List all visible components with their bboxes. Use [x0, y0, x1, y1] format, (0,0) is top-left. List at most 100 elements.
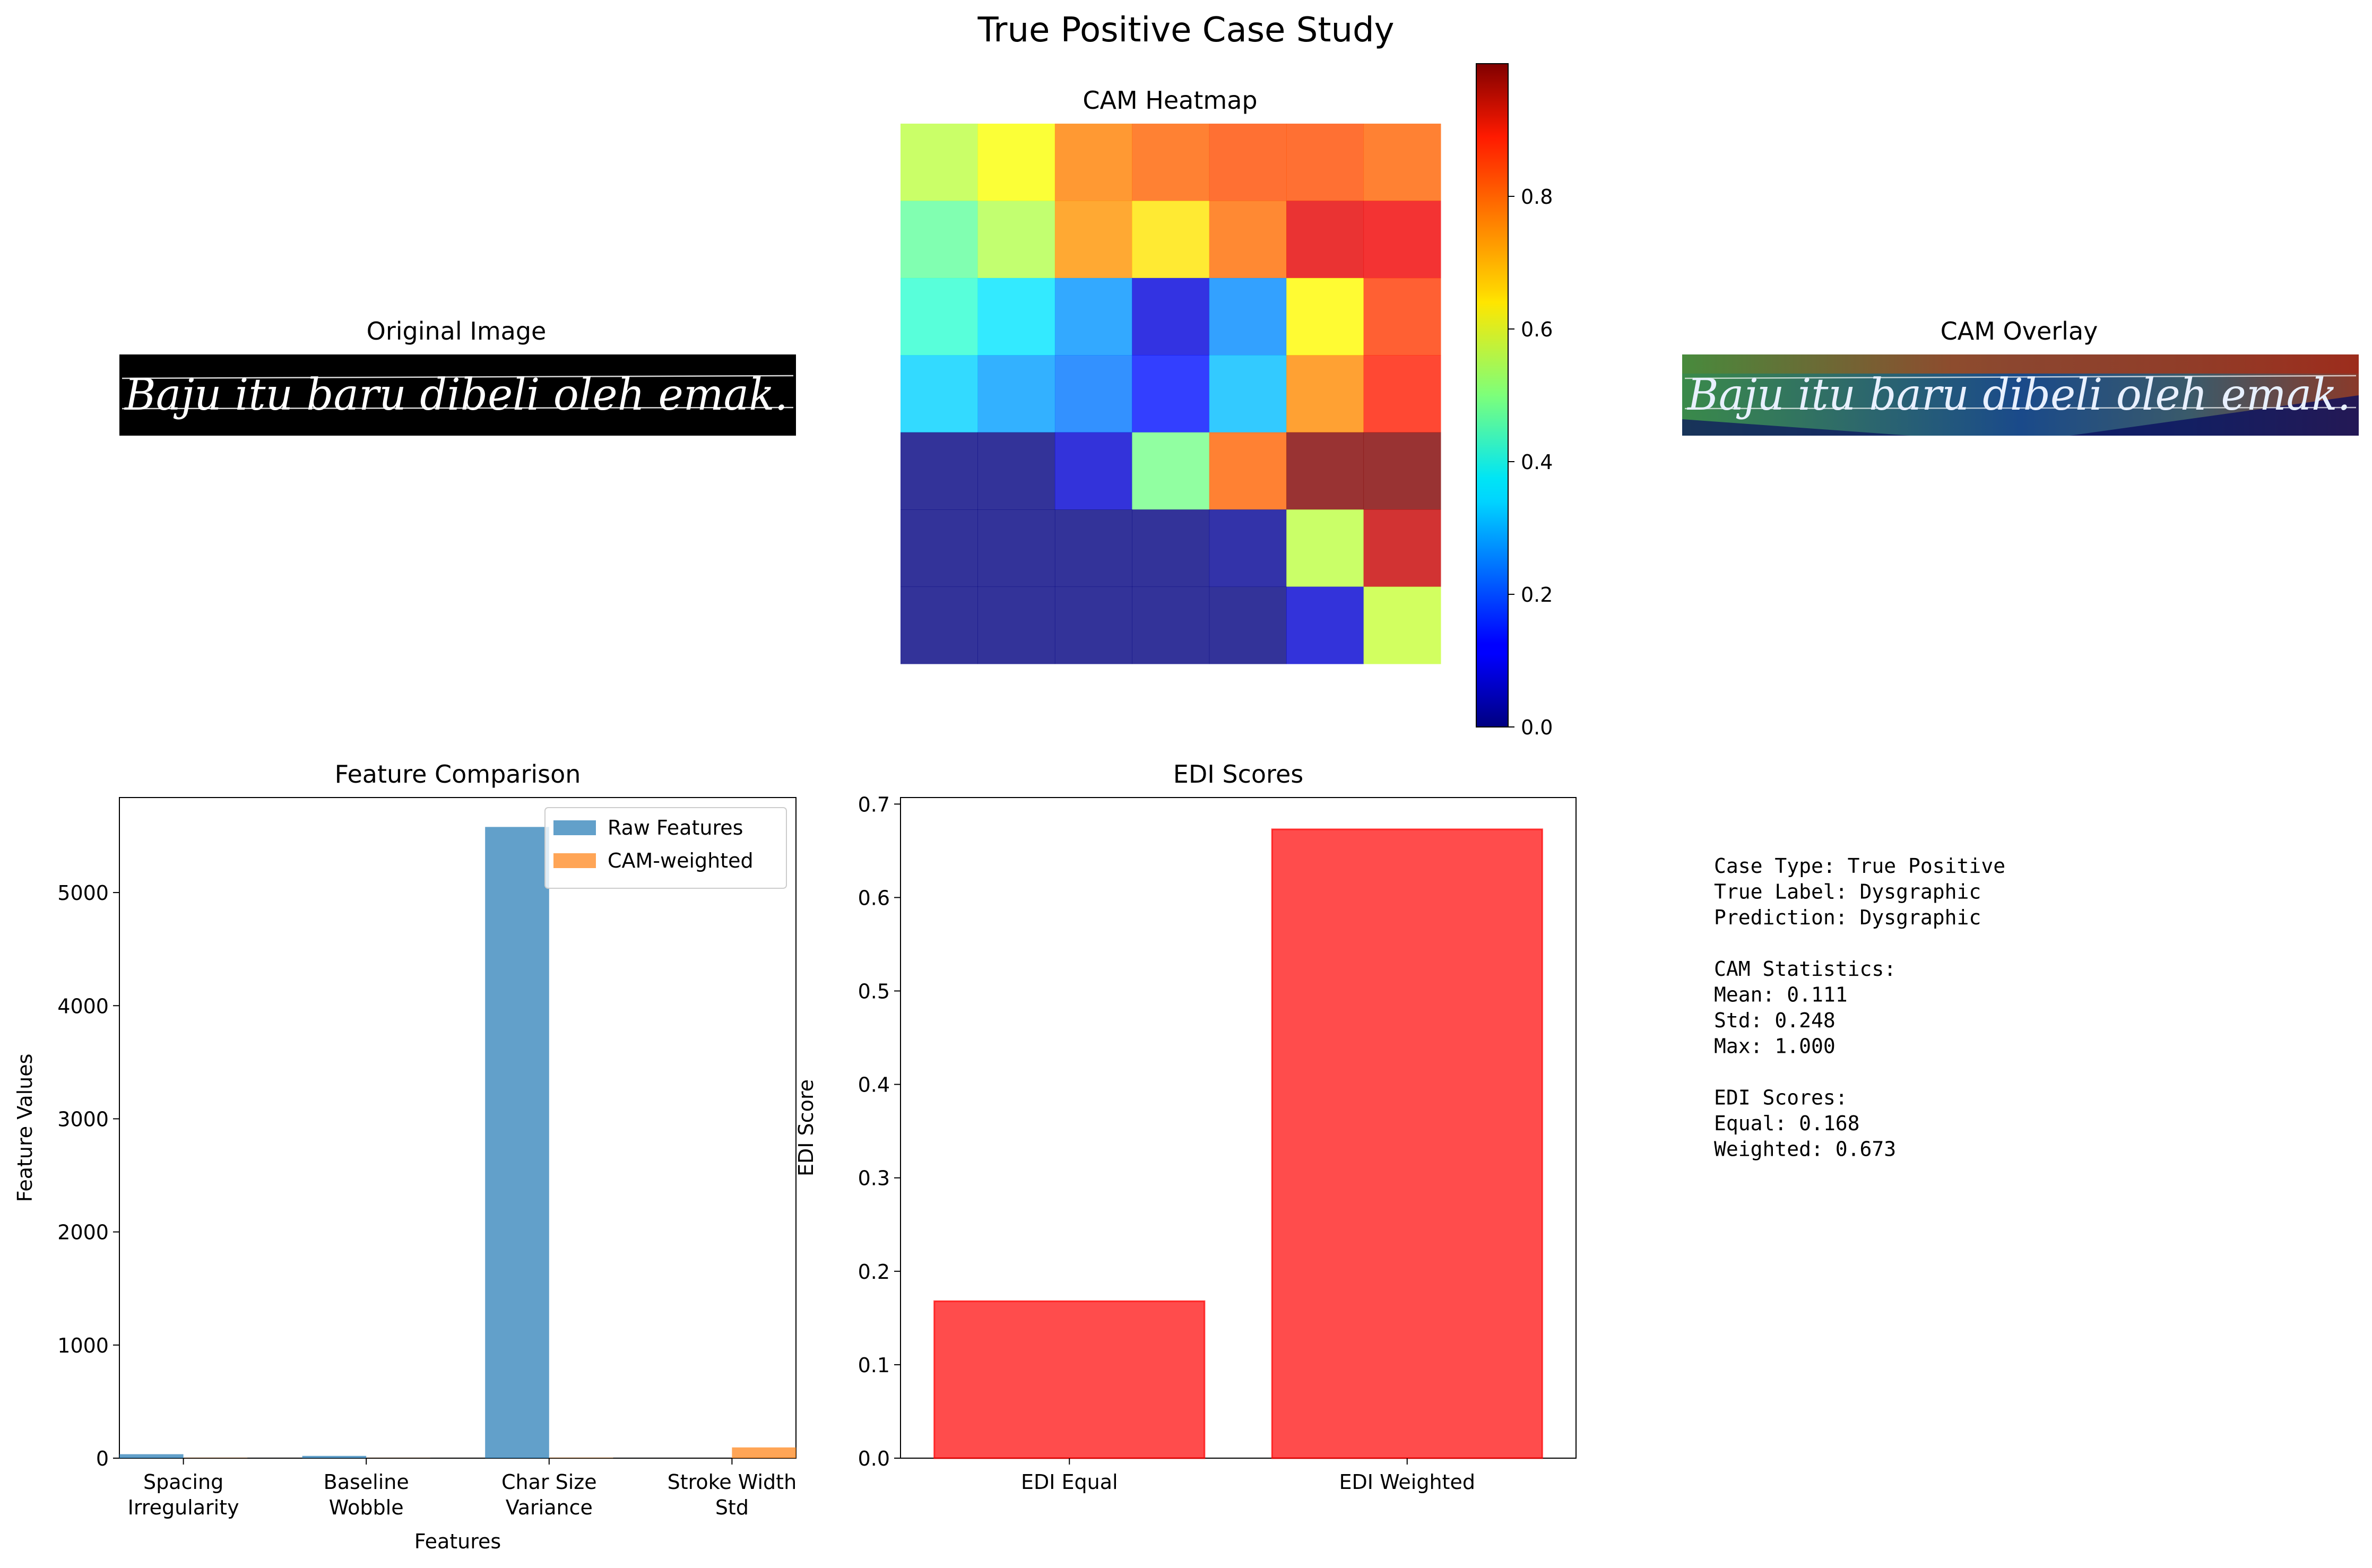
- x-tick-label: Spacing: [143, 1470, 223, 1494]
- heatmap-cell: [1363, 278, 1441, 356]
- summary-line: Mean: 0.111: [1714, 983, 1848, 1007]
- heatmap-cell: [1054, 124, 1132, 201]
- heatmap: [901, 124, 1441, 664]
- heatmap-cell: [1363, 201, 1441, 279]
- y-tick-label: 0.4: [858, 1073, 890, 1097]
- heatmap-cell: [1132, 201, 1210, 279]
- y-tick-label: 0.1: [858, 1354, 890, 1377]
- edi-bar: [933, 1300, 1206, 1459]
- x-tick-label: Baseline: [324, 1470, 409, 1494]
- heatmap-cell: [977, 355, 1055, 433]
- legend-box: [544, 807, 787, 889]
- original-image-title: Original Image: [367, 317, 547, 345]
- heatmap-cell: [1286, 201, 1364, 279]
- y-tick-label: 0.0: [858, 1447, 890, 1470]
- heatmap-cell: [1363, 355, 1441, 433]
- y-tick-label: 1000: [57, 1334, 109, 1357]
- heatmap-cell: [1054, 278, 1132, 356]
- colorbar-tick-label: 0.6: [1521, 318, 1553, 341]
- summary-line: EDI Scores:: [1714, 1086, 1848, 1110]
- heatmap-cell: [1054, 201, 1132, 279]
- feature-comparison-chart: 0 1000 2000 3000 4000 5000 Feature Comparison F…: [13, 760, 797, 1553]
- y-axis-label: EDI Score: [794, 1079, 818, 1176]
- x-axis-label: Features: [414, 1530, 501, 1553]
- legend-swatch: [553, 853, 596, 868]
- bar-cam-weighted: [732, 1447, 796, 1458]
- summary-line: True Label: Dysgraphic: [1714, 880, 1981, 904]
- x-tick-label: Wobble: [329, 1496, 404, 1519]
- x-tick-label: Stroke Width: [668, 1470, 797, 1494]
- heatmap-cell: [901, 201, 978, 279]
- legend-label: Raw Features: [608, 816, 743, 839]
- summary-line: Case Type: True Positive: [1714, 854, 2005, 878]
- heatmap-cell: [901, 278, 978, 356]
- heatmap-cell: [1363, 432, 1441, 510]
- y-tick-label: 0: [96, 1447, 109, 1470]
- heatmap-cell: [901, 355, 978, 433]
- colorbar-tick-label: 0.8: [1521, 185, 1553, 209]
- heatmap-cell: [1286, 124, 1364, 201]
- heatmap-cell: [901, 432, 978, 510]
- heatmap-cell: [1132, 278, 1210, 356]
- x-tick-label: EDI Equal: [1021, 1470, 1118, 1494]
- heatmap-cell: [1286, 586, 1364, 664]
- heatmap-cell: [977, 432, 1055, 510]
- summary-line: Equal: 0.168: [1714, 1112, 1860, 1135]
- heatmap-title: CAM Heatmap: [1083, 86, 1257, 115]
- heatmap-cell: [1363, 124, 1441, 201]
- heatmap-cell: [977, 278, 1055, 356]
- heatmap-cell: [1209, 201, 1287, 279]
- colorbar-tick-label: 0.2: [1521, 583, 1553, 607]
- heatmap-cell: [1132, 432, 1210, 510]
- colorbar: 0.0 0.2 0.4 0.6 0.8: [1476, 63, 1553, 739]
- heatmap-cell: [1132, 124, 1210, 201]
- heatmap-cell: [1132, 586, 1210, 664]
- heatmap-cell: [977, 124, 1055, 201]
- heatmap-cell: [1132, 355, 1210, 433]
- heatmap-cell: [1286, 432, 1364, 510]
- heatmap-cell: [1054, 586, 1132, 664]
- original-image: Baju itu baru dibeli oleh emak.: [119, 354, 796, 436]
- heatmap-cell: [977, 586, 1055, 664]
- summary-line: Prediction: Dysgraphic: [1714, 906, 1981, 929]
- summary-line: Weighted: 0.673: [1714, 1138, 1896, 1161]
- heatmap-cell: [1054, 355, 1132, 433]
- heatmap-cell: [1054, 432, 1132, 510]
- cam-overlay-title: CAM Overlay: [1941, 317, 2098, 345]
- heatmap-cell: [1363, 509, 1441, 587]
- axes-frame: [900, 797, 1577, 1459]
- axes-frame: [119, 797, 797, 1459]
- heatmap-cell: [1209, 278, 1287, 356]
- bar-raw-features: [485, 827, 549, 1458]
- x-tick-label: EDI Weighted: [1339, 1470, 1475, 1494]
- summary-line: Max: 1.000: [1714, 1035, 1836, 1058]
- edi-bar: [1271, 828, 1543, 1459]
- bar-raw-features: [302, 1456, 367, 1458]
- axes-title: EDI Scores: [1173, 760, 1303, 789]
- heatmap-cell: [977, 509, 1055, 587]
- figure-title: True Positive Case Study: [977, 11, 1394, 50]
- y-tick-label: 5000: [57, 881, 109, 905]
- y-tick-label: 0.6: [858, 886, 890, 909]
- heatmap-cell: [1209, 355, 1287, 433]
- handwriting-text: Baju itu baru dibeli oleh emak.: [124, 370, 788, 420]
- heatmap-cell: [1209, 509, 1287, 587]
- y-axis-label: Feature Values: [13, 1054, 37, 1202]
- heatmap-cell: [901, 509, 978, 587]
- y-tick-label: 0.7: [858, 793, 890, 816]
- heatmap-cell: [1132, 509, 1210, 587]
- y-tick-label: 0.2: [858, 1260, 890, 1284]
- heatmap-cell: [977, 201, 1055, 279]
- legend-label: CAM-weighted: [608, 849, 754, 872]
- heatmap-cell: [1286, 355, 1364, 433]
- colorbar-tick-label: 0.0: [1521, 716, 1553, 739]
- x-tick-label: Std: [715, 1496, 749, 1519]
- heatmap-cell: [1054, 509, 1132, 587]
- heatmap-cell: [1363, 586, 1441, 664]
- x-tick-label: Char Size: [501, 1470, 597, 1494]
- heatmap-cell: [1286, 278, 1364, 356]
- heatmap-cell: [901, 586, 978, 664]
- legend-swatch: [553, 820, 596, 835]
